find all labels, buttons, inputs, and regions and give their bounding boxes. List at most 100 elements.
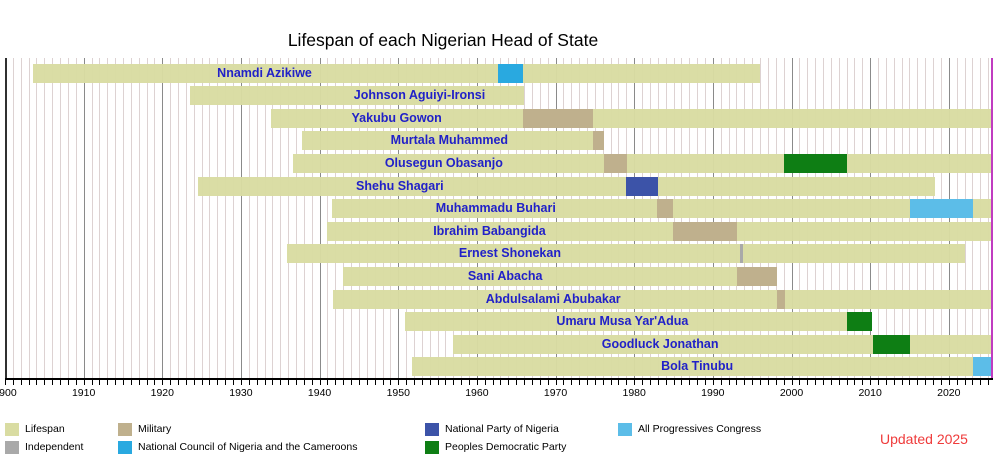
term-segment-military	[657, 199, 673, 219]
chart-title: Lifespan of each Nigerian Head of State	[287, 30, 599, 50]
axis-tick	[870, 380, 872, 385]
axis-tick	[956, 380, 958, 385]
year-gridline	[138, 58, 140, 378]
axis-tick	[91, 380, 93, 385]
lifespan-bar	[189, 86, 525, 106]
axis-tick	[240, 380, 242, 385]
legend-swatch-apc	[618, 423, 632, 436]
axis-tick	[390, 380, 392, 385]
legend-swatch-lifespan	[5, 423, 19, 436]
axis-tick	[673, 380, 675, 385]
year-gridline	[36, 58, 38, 378]
head-of-state-name: Ibrahim Babangida	[433, 223, 546, 238]
axis-tick	[75, 380, 77, 385]
head-of-state-name: Muhammadu Buhari	[435, 201, 556, 216]
year-gridline	[303, 58, 305, 378]
axis-tick	[972, 380, 974, 385]
timeline-row: Olusegun Obasanjo	[5, 153, 993, 173]
year-gridline	[99, 58, 101, 378]
lifespan-bar	[453, 334, 992, 354]
axis-tick	[225, 380, 227, 385]
timeline-row: Nnamdi Azikiwe	[5, 63, 993, 83]
axis-tick	[602, 380, 604, 385]
year-gridline	[154, 58, 156, 378]
axis-tick	[272, 380, 274, 385]
axis-tick	[799, 380, 801, 385]
year-gridline	[67, 58, 69, 378]
year-gridline	[178, 58, 180, 378]
axis-tick	[421, 380, 423, 385]
year-gridline	[311, 58, 313, 378]
axis-tick	[752, 380, 754, 385]
year-gridline	[233, 58, 235, 378]
axis-tick	[657, 380, 659, 385]
year-gridline	[122, 58, 124, 378]
legend-label: Lifespan	[25, 423, 65, 435]
head-of-state-name: Nnamdi Azikiwe	[217, 65, 312, 80]
legend-label: National Council of Nigeria and the Came…	[138, 441, 358, 453]
year-gridline	[115, 58, 117, 378]
term-segment-independent	[740, 244, 743, 264]
axis-tick	[319, 380, 321, 385]
axis-tick	[791, 380, 793, 385]
axis-tick	[846, 380, 848, 385]
timeline-row: Ibrahim Babangida	[5, 221, 993, 241]
axis-tick	[398, 380, 400, 385]
axis-tick	[374, 380, 376, 385]
axis-tick	[311, 380, 313, 385]
timeline-row: Goodluck Jonathan	[5, 334, 993, 354]
axis-tick	[862, 380, 864, 385]
term-segment-military	[737, 266, 778, 286]
axis-year-label: 2000	[779, 387, 804, 399]
axis-year-label: 1980	[622, 387, 646, 399]
term-segment-military	[603, 153, 628, 173]
axis-tick	[838, 380, 840, 385]
axis-tick	[555, 380, 557, 385]
head-of-state-name: Bola Tinubu	[661, 359, 734, 374]
decade-gridline	[240, 58, 242, 378]
lifespan-bar	[332, 289, 992, 309]
axis-tick	[775, 380, 777, 385]
axis-tick	[413, 380, 415, 385]
axis-tick	[626, 380, 628, 385]
year-gridline	[296, 58, 297, 378]
axis-tick	[917, 380, 919, 385]
year-gridline	[225, 58, 227, 378]
year-gridline	[146, 58, 148, 378]
axis-tick	[964, 380, 966, 385]
head-of-state-name: Yakubu Gowon	[351, 110, 442, 125]
axis-tick	[830, 380, 832, 385]
axis-tick	[99, 380, 101, 385]
axis-tick	[233, 380, 235, 385]
year-gridline	[327, 58, 329, 378]
axis-tick	[154, 380, 156, 385]
year-gridline	[256, 58, 258, 378]
axis-year-label: 1960	[465, 387, 489, 399]
axis-tick	[162, 380, 164, 385]
axis-year-label: 1970	[543, 387, 568, 399]
axis-tick	[854, 380, 856, 385]
timeline-row: Sani Abacha	[5, 266, 993, 286]
legend-swatch-independent	[5, 441, 19, 454]
legend-swatch-pdp	[425, 441, 439, 454]
axis-tick	[681, 380, 683, 385]
timeline-row: Yakubu Gowon	[5, 108, 993, 128]
axis-tick	[948, 380, 950, 385]
year-gridline	[288, 58, 290, 378]
timeline-row: Johnson Aguiyi-Ironsi	[5, 86, 993, 106]
axis-year-label: 1990	[701, 387, 725, 399]
axis-tick	[351, 380, 353, 385]
axis-tick	[115, 380, 117, 385]
legend: Lifespan Independent Military National Coun…	[0, 420, 1000, 458]
axis-tick	[429, 380, 431, 385]
head-of-state-name: Sani Abacha	[467, 268, 543, 283]
axis-tick	[807, 380, 809, 385]
axis-tick	[980, 380, 982, 385]
axis-tick	[728, 380, 730, 385]
axis-year-label: 1940	[307, 387, 332, 399]
legend-label: Peoples Democratic Party	[445, 441, 567, 453]
legend-label: Independent	[25, 441, 84, 453]
year-gridline	[107, 58, 109, 378]
decade-gridline	[5, 58, 7, 378]
